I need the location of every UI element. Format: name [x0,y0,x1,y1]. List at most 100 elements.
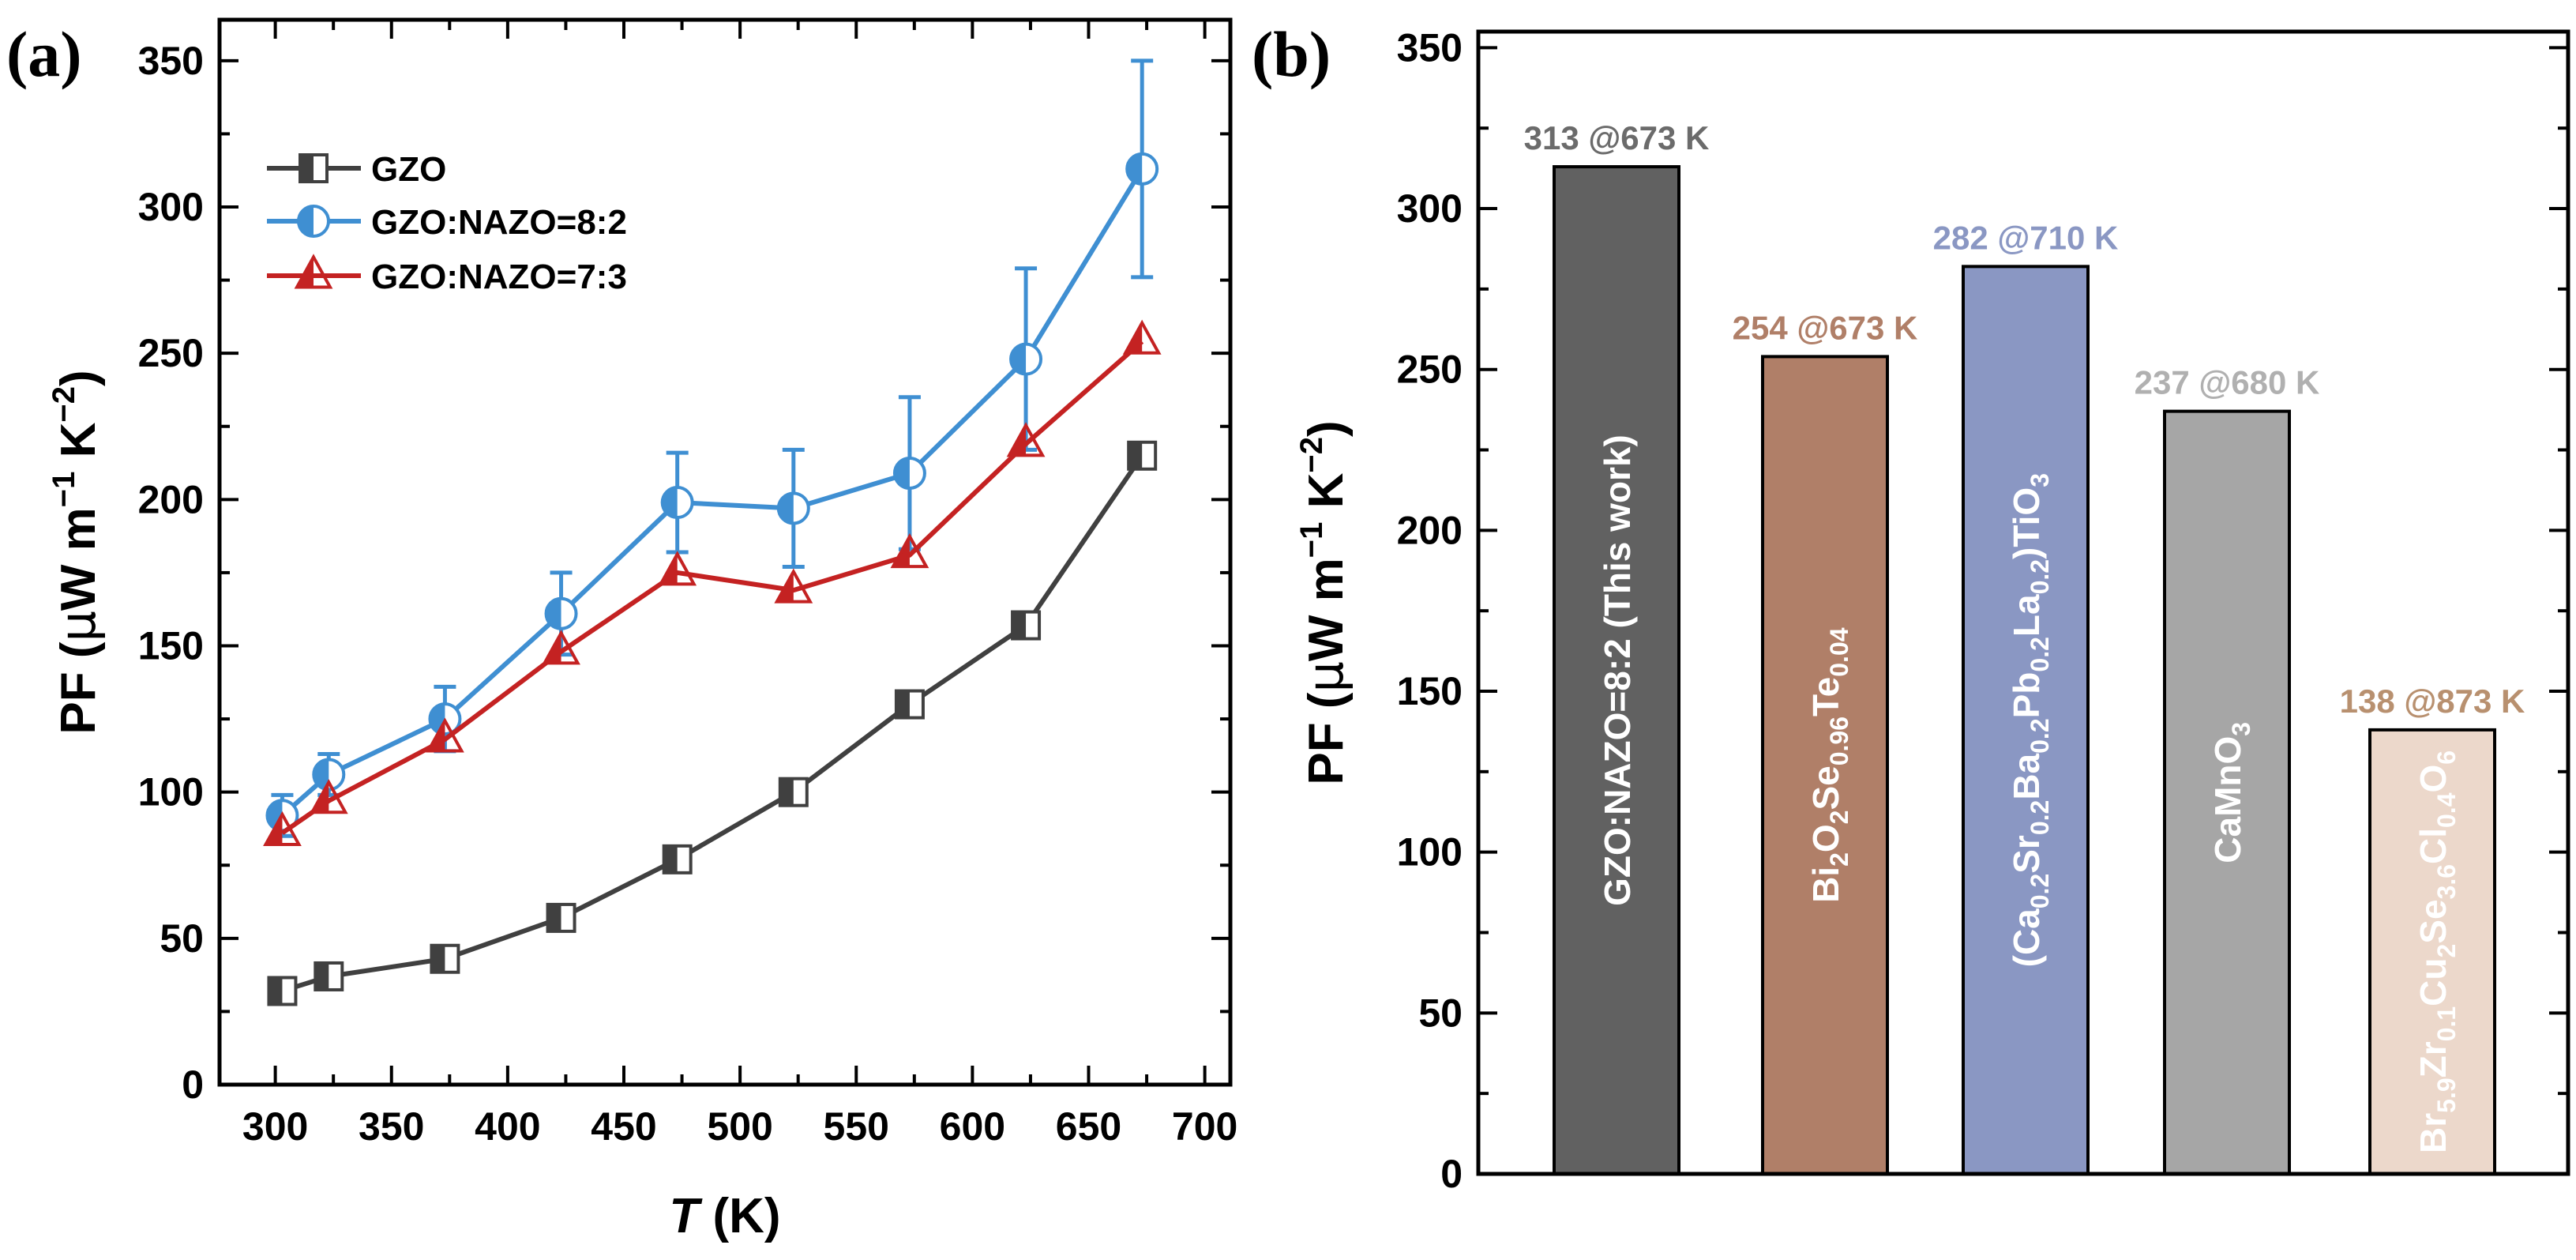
panel-a-x-axis-title: T (K) [669,1189,780,1243]
marker-half-fill [315,962,329,990]
legend-item: GZO [267,150,446,189]
bar [1553,165,1680,1175]
marker-half-fill [1012,611,1027,639]
series-gzo-nazo-8-2 [265,58,1159,838]
bar-value-label: 254 @673 K [1733,309,1918,346]
marker-outline [426,717,464,753]
marker-half-fill [663,845,678,873]
bar-material-label: GZO:NAZO=8:2 (This work) [1597,434,1638,906]
marker-outline [1122,319,1162,355]
data-point [1122,319,1162,355]
y-tick-label: 0 [182,1063,204,1107]
series-gzo-nazo-7-3 [263,319,1162,846]
series-gzo [267,440,1158,1006]
x-tick-label: 300 [242,1104,308,1149]
y-tick-label: 300 [1397,186,1463,231]
data-point [546,902,576,933]
bar-group: 138 @873 K Br5.9Zr0.1Cu2Se3.6Cl0.4O6 [2340,683,2525,1175]
y-tick-label: 250 [138,331,204,375]
x-tick-label: 450 [591,1104,656,1149]
bar-value-label: 237 @680 K [2135,364,2320,401]
marker-outline [542,630,580,665]
bar [2368,728,2496,1175]
y-tick-label: 250 [1397,348,1463,392]
legend-label: GZO [371,150,446,189]
data-point [662,844,693,874]
legend-label: GZO:NAZO=8:2 [371,203,627,242]
x-tick-label: 600 [940,1104,1005,1149]
marker-half-fill [547,904,561,931]
marker-half-fill [1011,344,1027,374]
y-tick-label: 350 [138,39,204,83]
y-tick-label: 100 [138,770,204,814]
x-tick-label: 550 [824,1104,889,1149]
bar-material-label: (Ca0.2Sr0.2Ba0.2Pb0.2La0.2)TiO3 [2006,473,2054,967]
marker-half-fill [1128,442,1143,469]
marker-half-fill [1127,153,1143,184]
data-point [894,689,925,720]
data-point [890,533,929,569]
marker-outline [890,533,929,569]
y-tick-label: 50 [160,916,204,961]
bar-material-label: Br5.9Zr0.1Cu2Se3.6Cl0.4O6 [2413,750,2461,1153]
data-point [776,491,810,525]
marker-outline [263,811,302,846]
marker-outline [294,254,333,289]
y-tick-label: 300 [138,185,204,229]
y-tick-label: 150 [1397,669,1463,713]
series-line [280,340,1144,835]
data-point [267,976,298,1006]
panel-a-ticks: 300 350 400 450 500 550 600 650 700 0 50 100 150 200 2… [138,20,1237,1149]
data-point [1125,152,1159,186]
data-point [314,961,344,991]
data-point [542,630,580,665]
bar-group: 313 @673 K GZO:NAZO=8:2 (This work) [1524,119,1710,1175]
marker-outline [309,779,348,814]
bar-group: 282 @710 K (Ca0.2Sr0.2Ba0.2Pb0.2La0.2)TiO… [1933,219,2119,1176]
panel-a-legend: GZO GZO:NAZO=8:2 GZO:NAZO=7:3 [267,150,627,296]
data-point [430,943,460,974]
y-tick-label: 200 [1397,508,1463,552]
x-tick-label: 500 [707,1104,772,1149]
bar-value-label: 138 @873 K [2340,683,2525,720]
marker-half-fill [546,598,561,629]
legend-marker [297,205,330,238]
data-point [544,596,578,630]
y-tick-label: 200 [138,477,204,521]
bar-material-label: Bi2O2Se0.96Te0.04 [1805,627,1853,903]
y-tick-label: 0 [1440,1152,1463,1196]
x-tick-label: 400 [475,1104,540,1149]
marker-outline [1006,422,1046,457]
y-tick-label: 50 [1418,991,1463,1035]
data-point [892,457,926,491]
data-point [263,811,302,846]
marker-half-fill [779,778,794,806]
data-point [1127,440,1158,471]
data-point [778,777,809,807]
marker-half-fill [268,977,283,1005]
marker-half-fill [778,493,794,524]
panel-a-line-chart: (a) 300 350 400 450 500 550 600 650 700 0 50 100 150… [6,17,1237,1243]
data-point [1009,342,1043,376]
y-tick-label: 350 [1397,25,1463,70]
data-point [660,486,694,520]
marker-half-fill [299,206,314,236]
bar-value-label: 282 @710 K [1933,219,2119,256]
marker-half-fill [662,487,678,518]
bar-group: 254 @673 K Bi2O2Se0.96Te0.04 [1733,309,1918,1175]
marker-half-fill [894,458,910,489]
panel-a-frame [217,17,1233,1087]
marker-outline [774,568,813,604]
bar [1761,355,1889,1175]
bar-value-label: 313 @673 K [1524,119,1710,156]
marker-half-fill [300,155,314,182]
panel-b-frame [1476,29,2570,1176]
panel-b-y-axis-title: PF (μW m−1 K−2) [1294,420,1354,784]
panel-a-series [263,58,1162,1006]
legend-marker [299,153,329,183]
panel-b-bar-chart: (b) 0 50 100 150 200 250 300 350 313 @673 K GZO:… [1252,18,2570,1196]
bar [1962,265,2090,1176]
data-point [1006,422,1046,457]
y-tick-label: 100 [1397,830,1463,874]
data-point [774,568,813,604]
